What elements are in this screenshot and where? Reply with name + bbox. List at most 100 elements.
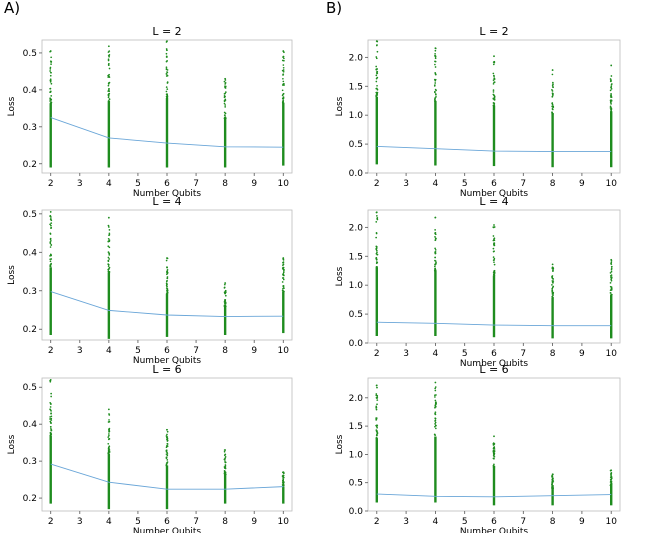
scatter-point bbox=[434, 270, 437, 272]
scatter-point bbox=[165, 90, 168, 93]
scatter-point bbox=[49, 70, 51, 72]
scatter-point bbox=[223, 100, 226, 102]
scatter-point-max bbox=[493, 55, 495, 58]
scatter-point bbox=[434, 420, 436, 422]
scatter-point bbox=[551, 474, 553, 477]
scatter-point bbox=[493, 443, 496, 445]
scatter-point bbox=[492, 259, 495, 262]
scatter-point-max bbox=[282, 257, 285, 259]
x-tick-label: 10 bbox=[278, 517, 290, 527]
scatter-point bbox=[50, 219, 53, 222]
scatter-point bbox=[166, 451, 168, 454]
x-tick-label: 7 bbox=[193, 346, 199, 356]
scatter-point bbox=[433, 265, 436, 268]
scatter-point bbox=[166, 269, 169, 271]
scatter-point bbox=[165, 435, 168, 437]
scatter-point bbox=[282, 70, 285, 73]
y-tick-label: 0.5 bbox=[349, 140, 363, 150]
scatter-point bbox=[434, 73, 437, 76]
scatter-point bbox=[492, 79, 495, 81]
scatter-point bbox=[434, 233, 437, 236]
scatter-point bbox=[108, 76, 111, 79]
scatter-point bbox=[166, 71, 169, 74]
scatter-point bbox=[435, 261, 437, 264]
scatter-point bbox=[49, 420, 52, 423]
scatter-point bbox=[610, 265, 613, 268]
y-axis-label: Loss bbox=[7, 265, 17, 285]
scatter-point bbox=[609, 105, 612, 108]
scatter-point bbox=[50, 217, 52, 220]
scatter-point bbox=[223, 458, 226, 461]
scatter-point bbox=[492, 235, 495, 237]
scatter-point bbox=[49, 432, 52, 435]
y-tick-label: 0.0 bbox=[349, 339, 364, 349]
scatter-point bbox=[166, 430, 169, 433]
scatter-point bbox=[224, 91, 227, 93]
scatter-point bbox=[166, 277, 169, 280]
scatter-point bbox=[49, 434, 52, 437]
scatter-point bbox=[492, 63, 495, 66]
scatter-point bbox=[224, 294, 227, 297]
scatter-point bbox=[610, 267, 613, 270]
y-tick-label: 2.0 bbox=[349, 223, 364, 233]
scatter-point bbox=[551, 486, 554, 489]
scatter-point bbox=[165, 66, 168, 69]
scatter-point bbox=[434, 256, 436, 259]
scatter-point bbox=[283, 84, 285, 86]
scatter-point bbox=[107, 96, 110, 99]
scatter-point bbox=[376, 50, 379, 53]
scatter-point bbox=[107, 84, 110, 87]
scatter-point bbox=[434, 421, 437, 424]
scatter-point bbox=[492, 457, 495, 460]
scatter-point bbox=[434, 60, 437, 63]
scatter-point bbox=[224, 302, 226, 305]
subplot-title: L = 4 bbox=[479, 195, 508, 208]
scatter-point bbox=[493, 269, 496, 272]
scatter-point bbox=[108, 98, 111, 101]
x-tick-label: 6 bbox=[491, 349, 497, 359]
scatter-point bbox=[108, 87, 110, 90]
scatter-point bbox=[108, 419, 110, 421]
x-tick-label: 7 bbox=[520, 179, 526, 189]
scatter-point bbox=[434, 53, 436, 55]
scatter-point bbox=[552, 270, 554, 273]
scatter-point bbox=[375, 258, 378, 261]
scatter-point bbox=[282, 66, 285, 69]
scatter-point bbox=[50, 239, 52, 242]
scatter-point bbox=[108, 445, 111, 448]
x-tick-label: 5 bbox=[462, 179, 468, 189]
scatter-point bbox=[376, 72, 378, 75]
scatter-point bbox=[223, 80, 226, 83]
scatter-point bbox=[375, 393, 378, 395]
scatter-point bbox=[50, 392, 52, 395]
x-tick-label: 6 bbox=[164, 517, 170, 527]
scatter-point bbox=[50, 395, 53, 398]
scatter-point bbox=[375, 68, 378, 71]
scatter-point bbox=[50, 263, 52, 266]
scatter-point bbox=[107, 95, 110, 97]
scatter-point-max bbox=[166, 257, 168, 259]
x-tick-label: 4 bbox=[106, 179, 112, 189]
scatter-point bbox=[492, 247, 495, 250]
scatter-point bbox=[434, 66, 437, 68]
scatter-point bbox=[166, 97, 168, 99]
scatter-point bbox=[165, 456, 168, 459]
scatter-point bbox=[108, 50, 111, 52]
x-axis-label: Number Qubits bbox=[133, 189, 202, 199]
y-axis-label: Loss bbox=[7, 434, 17, 454]
scatter-point bbox=[50, 100, 52, 102]
scatter-point bbox=[166, 56, 168, 58]
scatter-point bbox=[610, 80, 612, 83]
scatter-point bbox=[610, 110, 612, 113]
scatter-point bbox=[224, 85, 227, 88]
y-tick-label: 0.5 bbox=[23, 49, 37, 59]
scatter-point bbox=[434, 97, 436, 99]
x-tick-label: 3 bbox=[77, 517, 83, 527]
scatter-point bbox=[282, 267, 285, 269]
scatter-point bbox=[610, 86, 612, 89]
scatter-point bbox=[434, 249, 437, 251]
subplot-title: L = 2 bbox=[479, 25, 508, 38]
scatter-point-max bbox=[282, 471, 285, 474]
scatter-point bbox=[108, 437, 111, 440]
subplot-4: L = 4 2 3 4 5 6 7 8 9 10 0.0 0.5 1.0 1.5 2.0 Number Qub… bbox=[335, 195, 621, 369]
